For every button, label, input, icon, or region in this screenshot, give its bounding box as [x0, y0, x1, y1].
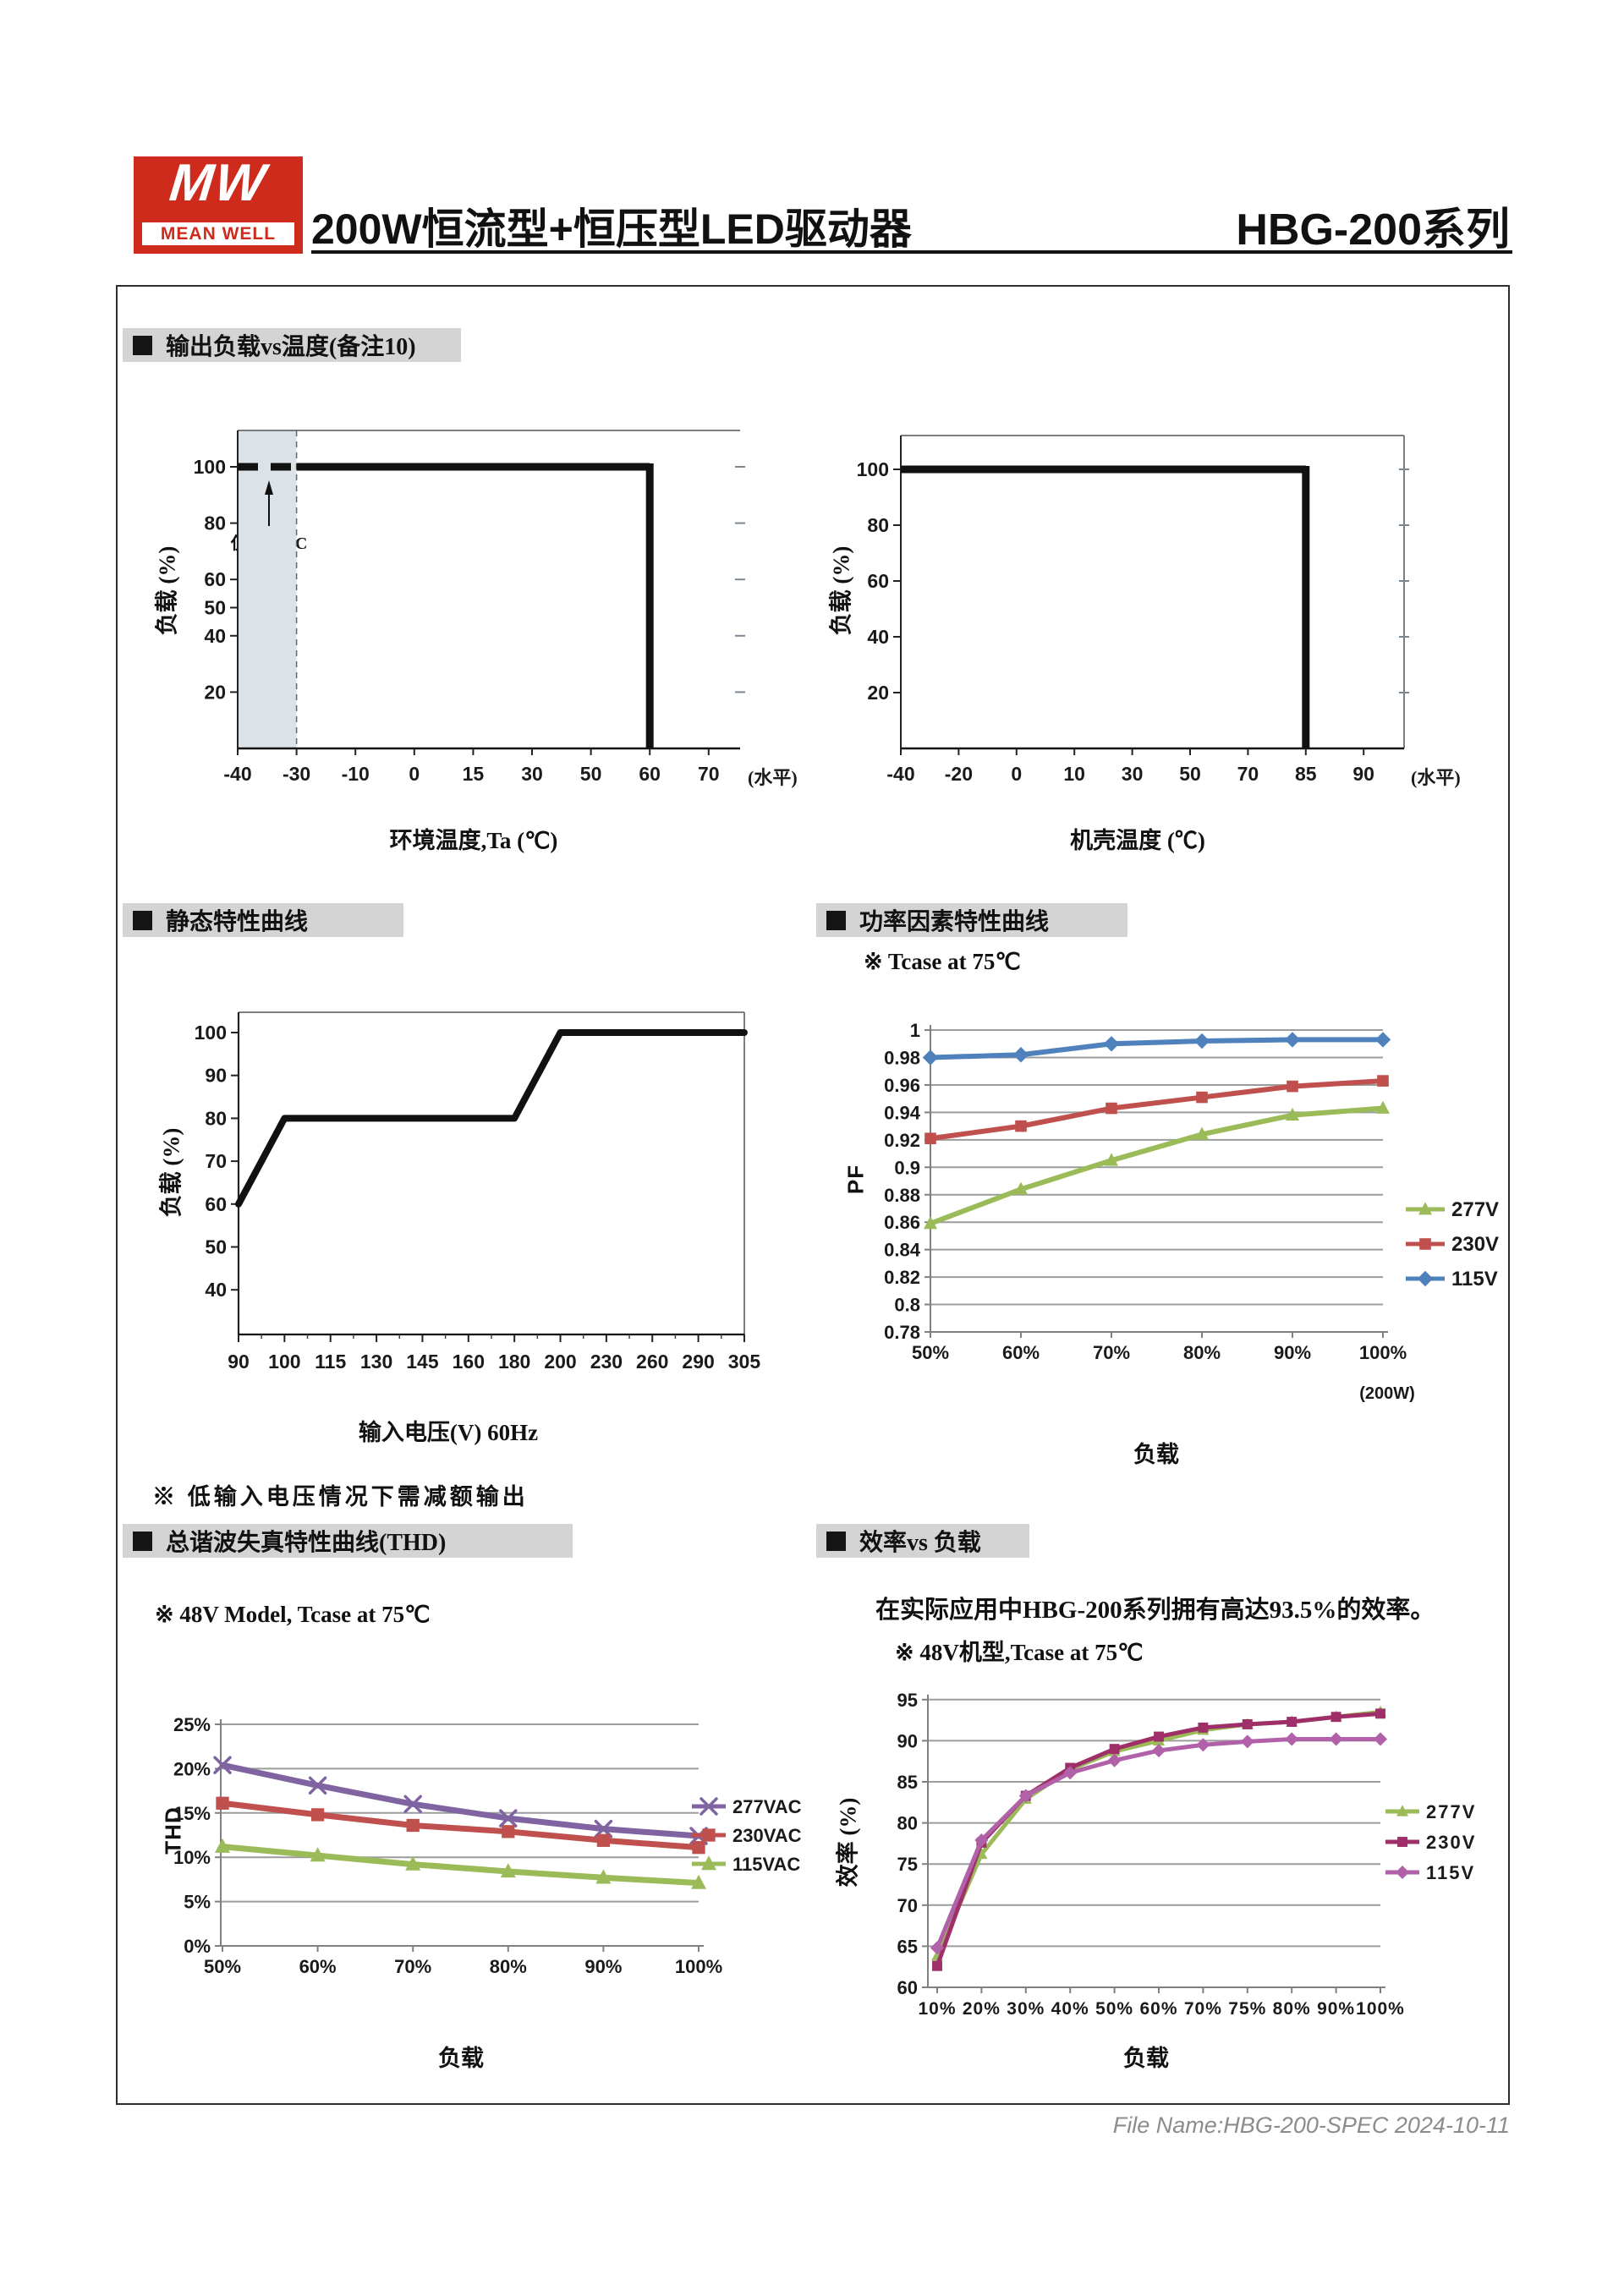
ambient-chart-xlabel: 环境温度,Ta (℃) — [389, 828, 558, 853]
efficiency-claim-text: 在实际应用中HBG-200系列拥有高达93.5%的效率。 — [875, 1597, 1435, 1624]
content-frame — [116, 285, 1510, 2105]
section-title: 输出负载vs温度(备注10) — [166, 334, 416, 360]
section-power-factor: 功率因素特性曲线 — [816, 903, 1127, 937]
section-efficiency-vs-load: 效率vs 负载 — [816, 1524, 1029, 1558]
pf-chart-xlabel: 负载 — [1133, 1442, 1179, 1467]
eff-chart-ylabel: 效率 (%) — [835, 1797, 861, 1888]
section-title: 静态特性曲线 — [166, 909, 309, 935]
page-title: 200W恒流型+恒压型LED驱动器 — [311, 205, 912, 253]
logo-mw-text: MW — [167, 154, 270, 212]
efficiency-note: ※ 48V机型,Tcase at 75℃ — [895, 1640, 1144, 1665]
series-title: HBG-200系列 — [1236, 205, 1510, 255]
title-underline — [311, 250, 1512, 254]
logo-brand-text: MEAN WELL — [160, 223, 277, 244]
thd-note: ※ 48V Model, Tcase at 75℃ — [155, 1602, 431, 1627]
static-chart-ylabel: 负载 (%) — [158, 1127, 184, 1218]
square-bullet-icon — [133, 1531, 152, 1551]
annotation-230vac-line1: 仅230VAC — [230, 534, 308, 553]
static-derating-note: ※ 低输入电压情况下需减额输出 — [152, 1484, 529, 1510]
section-static-curve: 静态特性曲线 — [123, 903, 403, 937]
pf-chart-ylabel: PF — [842, 1164, 869, 1195]
case-chart-ylabel: 负载 (%) — [828, 545, 854, 636]
square-bullet-icon — [826, 1531, 846, 1551]
annotation-230vac-line2: 输入 — [252, 562, 286, 580]
pf-note: ※ Tcase at 75℃ — [864, 949, 1021, 974]
section-title: 效率vs 负载 — [859, 1530, 981, 1556]
file-name-footer: File Name:HBG-200-SPEC 2024-10-11 — [1112, 2112, 1510, 2138]
ambient-chart-ylabel: 负载 (%) — [154, 545, 180, 636]
thd-chart-xlabel: 负载 — [438, 2046, 484, 2071]
mean-well-logo: MW MEAN WELL — [134, 154, 303, 254]
section-title: 功率因素特性曲线 — [859, 909, 1050, 935]
thd-chart-ylabel: THD — [160, 1806, 186, 1855]
static-chart-xlabel: 输入电压(V) 60Hz — [358, 1420, 539, 1445]
square-bullet-icon — [133, 335, 152, 355]
section-output-load-vs-temp: 输出负载vs温度(备注10) — [123, 328, 461, 362]
square-bullet-icon — [826, 910, 846, 930]
square-bullet-icon — [133, 910, 152, 930]
case-chart-xlabel: 机壳温度 (℃) — [1070, 828, 1205, 853]
eff-chart-xlabel: 负载 — [1123, 2046, 1169, 2071]
logo-brand-strip: MEAN WELL — [142, 222, 294, 245]
section-thd: 总谐波失真特性曲线(THD) — [123, 1524, 573, 1558]
section-title: 总谐波失真特性曲线(THD) — [166, 1530, 447, 1556]
